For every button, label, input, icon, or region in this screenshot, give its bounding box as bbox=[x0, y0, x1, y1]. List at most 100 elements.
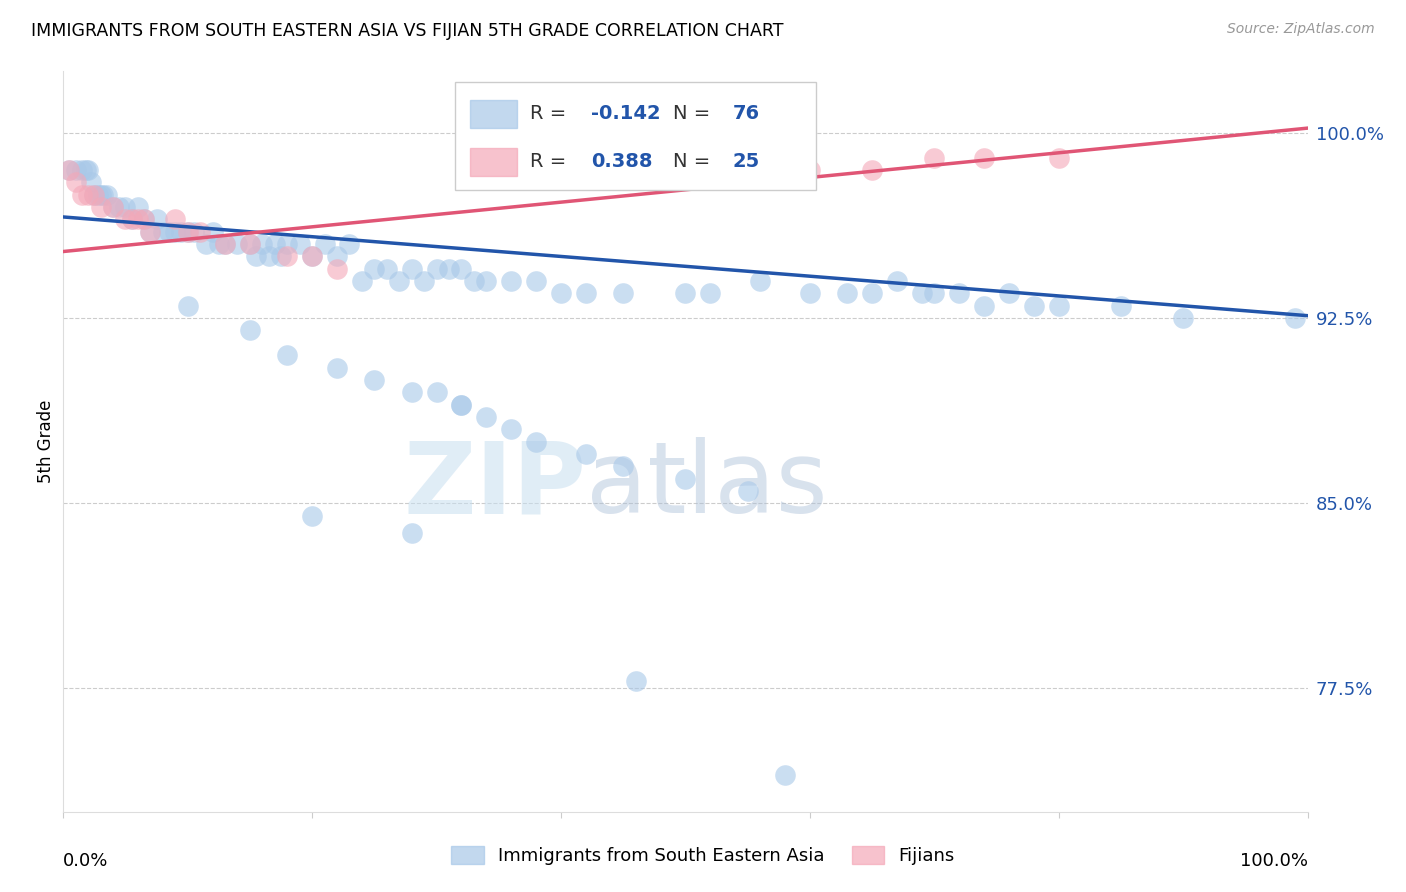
Point bbox=[90, 187, 112, 202]
Text: N =: N = bbox=[673, 153, 717, 171]
Point bbox=[276, 237, 298, 252]
Point bbox=[183, 225, 205, 239]
Point bbox=[239, 237, 262, 252]
Point bbox=[475, 274, 498, 288]
Point bbox=[314, 237, 336, 252]
Point bbox=[75, 163, 97, 178]
Point bbox=[675, 471, 697, 485]
Point bbox=[70, 163, 93, 178]
Point bbox=[1022, 299, 1045, 313]
Point bbox=[101, 200, 124, 214]
Point bbox=[450, 397, 472, 411]
Point bbox=[77, 187, 100, 202]
Point bbox=[214, 237, 236, 252]
Point bbox=[134, 212, 156, 227]
Point bbox=[737, 483, 759, 498]
Point bbox=[339, 237, 361, 252]
FancyBboxPatch shape bbox=[456, 82, 815, 190]
Point bbox=[121, 212, 143, 227]
Point bbox=[675, 286, 697, 301]
Point bbox=[83, 187, 105, 202]
Point bbox=[948, 286, 970, 301]
Point bbox=[437, 261, 460, 276]
Point bbox=[177, 299, 200, 313]
Point bbox=[326, 360, 349, 375]
Point bbox=[58, 163, 80, 178]
Point bbox=[201, 225, 224, 239]
Point bbox=[749, 274, 772, 288]
Point bbox=[108, 200, 131, 214]
Point bbox=[177, 225, 200, 239]
Point bbox=[90, 200, 112, 214]
Point bbox=[401, 525, 423, 540]
Point bbox=[145, 212, 167, 227]
Text: Source: ZipAtlas.com: Source: ZipAtlas.com bbox=[1227, 22, 1375, 37]
Point bbox=[58, 163, 80, 178]
Point bbox=[363, 373, 385, 387]
Point bbox=[114, 212, 136, 227]
Point bbox=[208, 237, 231, 252]
Point bbox=[860, 163, 883, 178]
Point bbox=[188, 225, 211, 239]
Text: 25: 25 bbox=[733, 153, 761, 171]
Point bbox=[375, 261, 398, 276]
Text: ZIP: ZIP bbox=[404, 437, 586, 534]
Point bbox=[83, 187, 105, 202]
Point bbox=[860, 286, 883, 301]
FancyBboxPatch shape bbox=[470, 148, 517, 177]
Point bbox=[134, 212, 156, 227]
Point bbox=[87, 187, 110, 202]
Point bbox=[612, 286, 634, 301]
Point bbox=[127, 200, 149, 214]
Point bbox=[886, 274, 908, 288]
Point bbox=[165, 225, 187, 239]
Point bbox=[65, 175, 87, 189]
Point bbox=[245, 249, 267, 263]
Point bbox=[276, 249, 298, 263]
Point bbox=[165, 212, 187, 227]
Text: 76: 76 bbox=[733, 104, 759, 123]
Point bbox=[301, 249, 323, 263]
Point bbox=[276, 348, 298, 362]
Point bbox=[973, 151, 995, 165]
Point bbox=[475, 409, 498, 424]
Point bbox=[239, 237, 262, 252]
Point bbox=[214, 237, 236, 252]
Point bbox=[1284, 311, 1306, 326]
Point bbox=[799, 286, 821, 301]
Text: 0.0%: 0.0% bbox=[63, 853, 108, 871]
Point bbox=[121, 212, 143, 227]
Point bbox=[773, 767, 796, 781]
Legend: Immigrants from South Eastern Asia, Fijians: Immigrants from South Eastern Asia, Fiji… bbox=[444, 838, 962, 872]
Text: 100.0%: 100.0% bbox=[1240, 853, 1308, 871]
Point bbox=[426, 385, 449, 400]
Text: -0.142: -0.142 bbox=[591, 104, 661, 123]
Point bbox=[263, 237, 285, 252]
Point bbox=[1109, 299, 1132, 313]
Point bbox=[114, 200, 136, 214]
Point bbox=[463, 274, 485, 288]
Point bbox=[799, 163, 821, 178]
Point bbox=[195, 237, 218, 252]
Point bbox=[139, 225, 162, 239]
Point bbox=[501, 274, 523, 288]
Point bbox=[837, 286, 859, 301]
Point bbox=[450, 397, 472, 411]
Point bbox=[101, 200, 124, 214]
Text: R =: R = bbox=[530, 153, 572, 171]
Point bbox=[77, 163, 100, 178]
Point bbox=[79, 175, 101, 189]
Point bbox=[426, 261, 449, 276]
Point bbox=[924, 286, 946, 301]
FancyBboxPatch shape bbox=[470, 100, 517, 128]
Point bbox=[139, 225, 162, 239]
Point bbox=[170, 225, 193, 239]
Point bbox=[177, 225, 200, 239]
Point bbox=[270, 249, 292, 263]
Point bbox=[65, 163, 87, 178]
Point bbox=[91, 187, 114, 202]
Text: R =: R = bbox=[530, 104, 572, 123]
Point bbox=[911, 286, 934, 301]
Point bbox=[70, 187, 93, 202]
Point bbox=[226, 237, 249, 252]
